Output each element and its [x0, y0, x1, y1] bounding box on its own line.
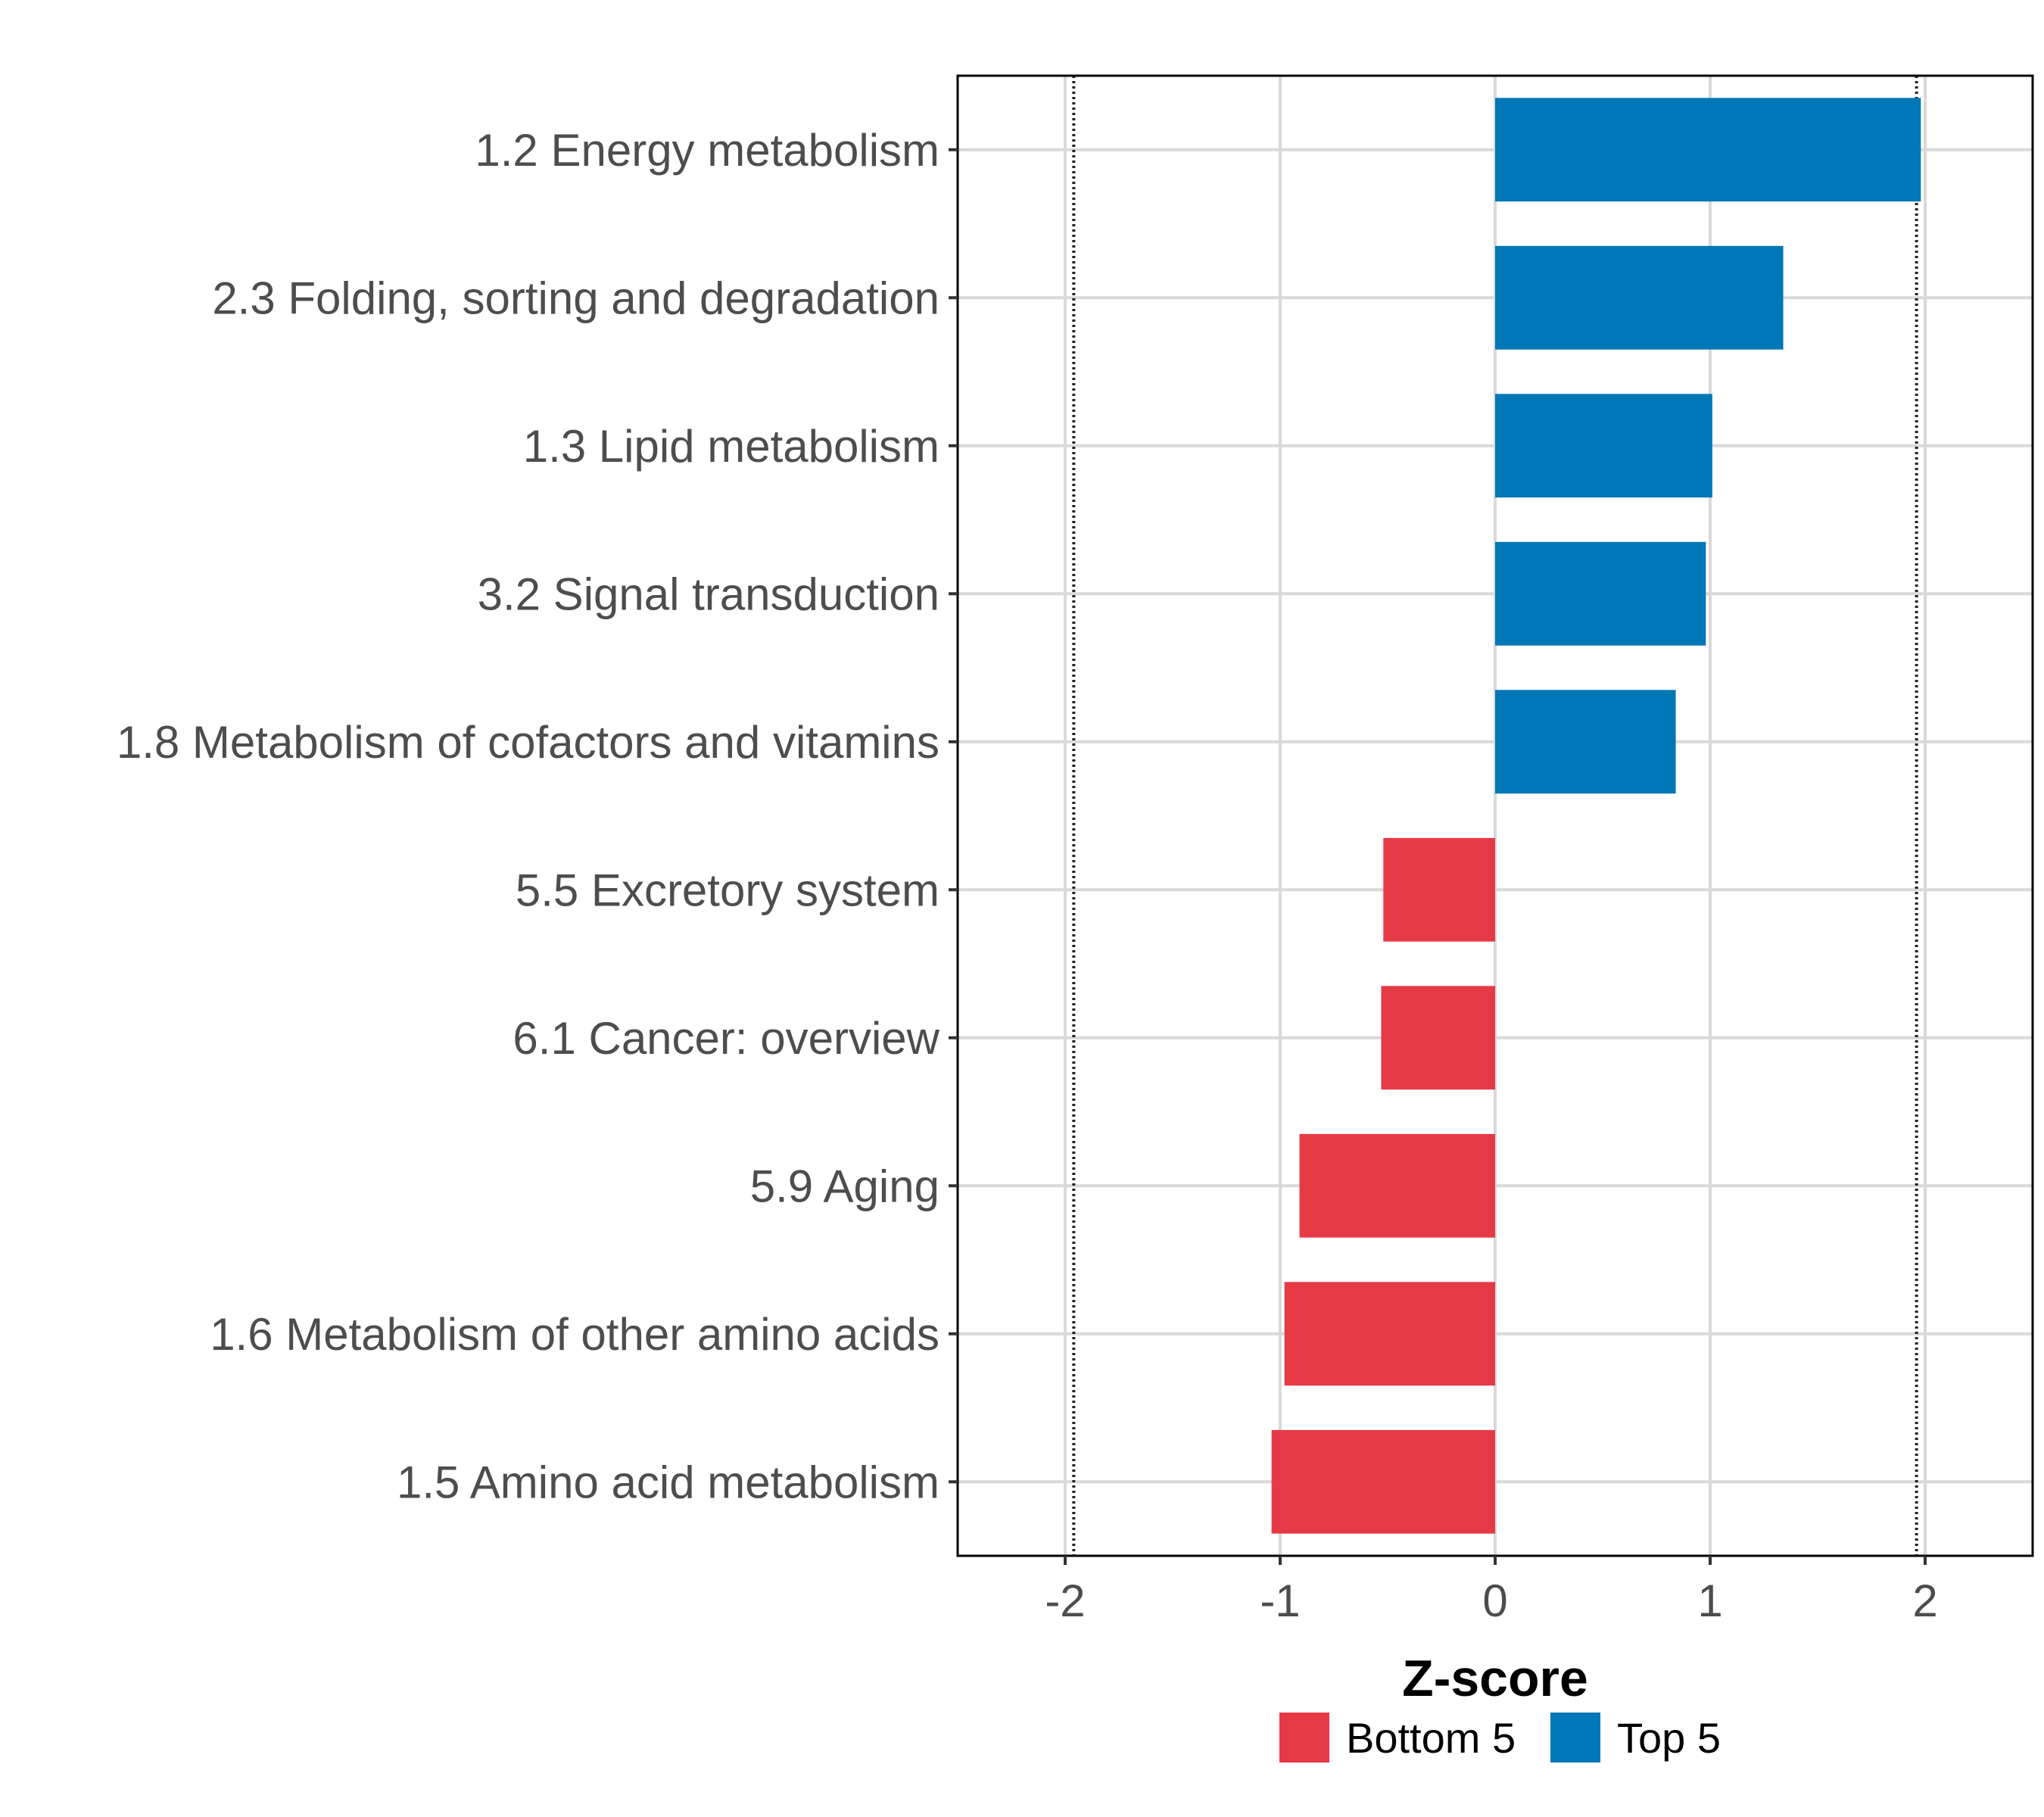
y-tick-label: 6.1 Cancer: overview	[513, 1013, 939, 1064]
legend-swatch	[1550, 1713, 1600, 1762]
x-tick-label: 0	[1482, 1575, 1507, 1626]
legend: Bottom 5 Top 5	[1279, 1713, 1721, 1762]
x-axis: -2 -1 0 1 2	[1045, 1556, 1938, 1626]
y-tick-label: 5.9 Aging	[750, 1161, 939, 1211]
y-tick-label: 1.8 Metabolism of cofactors and vitamins	[117, 717, 939, 768]
y-tick-label: 1.3 Lipid metabolism	[523, 421, 939, 472]
y-tick-label: 5.5 Excretory system	[516, 865, 939, 915]
bar	[1284, 1282, 1495, 1386]
x-tick-label: 1	[1697, 1575, 1722, 1626]
x-tick-label: -2	[1045, 1575, 1085, 1626]
bar	[1495, 98, 1921, 202]
bars	[1271, 98, 1921, 1534]
bar	[1495, 394, 1712, 498]
legend-label: Top 5	[1617, 1714, 1721, 1762]
legend-label: Bottom 5	[1346, 1714, 1516, 1762]
y-tick-label: 1.2 Energy metabolism	[475, 125, 939, 176]
bar	[1271, 1429, 1495, 1534]
y-tick-label: 2.3 Folding, sorting and degradation	[212, 273, 939, 323]
x-tick-label: 2	[1912, 1575, 1937, 1626]
bar	[1495, 690, 1676, 794]
y-tick-label: 3.2 Signal transduction	[478, 569, 939, 619]
bar	[1495, 245, 1784, 350]
bar	[1383, 837, 1495, 942]
legend-swatch	[1279, 1713, 1329, 1762]
y-axis: 1.2 Energy metabolism 2.3 Folding, sortin…	[117, 125, 958, 1507]
x-tick-label: -1	[1260, 1575, 1300, 1626]
bar	[1495, 541, 1706, 646]
x-axis-title: Z-score	[1402, 1650, 1588, 1707]
bar	[1381, 986, 1495, 1090]
bar	[1299, 1133, 1495, 1238]
y-tick-label: 1.6 Metabolism of other amino acids	[210, 1309, 939, 1360]
y-tick-label: 1.5 Amino acid metabolism	[397, 1457, 939, 1507]
